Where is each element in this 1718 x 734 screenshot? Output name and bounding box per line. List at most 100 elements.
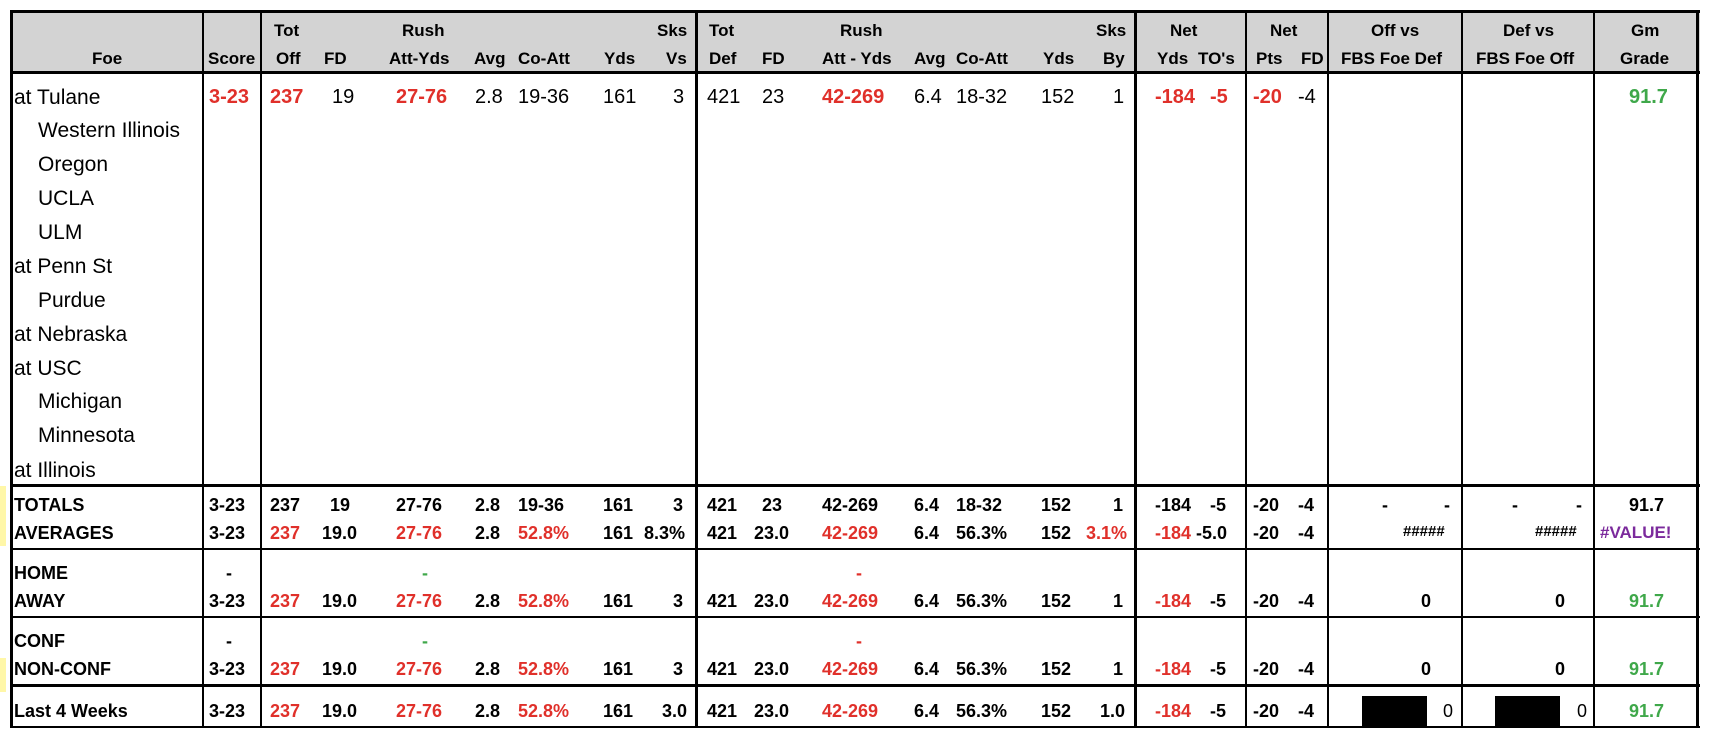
hdr-by: By [1103, 49, 1125, 68]
row-label: AVERAGES [14, 523, 114, 543]
hdr-net-fd: FD [1301, 49, 1324, 68]
cell-fd: 19.0 [322, 701, 358, 721]
cell-co-att: 52.8% [518, 523, 570, 543]
cell-score: 3-23 [209, 659, 246, 679]
cell-rush: - [422, 563, 428, 583]
cell-offvs: 0 [1443, 701, 1454, 721]
row-marker [0, 658, 6, 692]
cell-defvs: 0 [1555, 591, 1566, 611]
hdr-net-yds: Yds [1157, 49, 1189, 68]
cell-davg: 6.4 [914, 701, 940, 721]
opponent: Michigan [38, 390, 123, 413]
hdr-vs: Vs [666, 49, 687, 68]
hdr-dyds: Yds [1043, 49, 1075, 68]
cell-offvs: ##### [1403, 523, 1445, 540]
row-label: HOME [14, 563, 68, 583]
cell-defvs: 0 [1555, 659, 1566, 679]
hdr-co-att: Co-Att [518, 49, 570, 68]
cell-rush: 27-76 [396, 495, 443, 515]
cell-net-fd: -4 [1298, 659, 1315, 679]
cell-dyds: 152 [1041, 659, 1072, 679]
cell-defvs-a: - [1512, 495, 1518, 515]
cell-dyds: 152 [1041, 701, 1072, 721]
col-rule [695, 10, 698, 728]
table-row-last4: Last 4 Weeks 3-23 237 19.0 27-76 2.8 52.… [10, 702, 1700, 724]
opponent: Minnesota [38, 424, 135, 447]
cell-avg: 2.8 [475, 523, 501, 543]
cell-net-to: -5 [1210, 495, 1227, 515]
hdr-score: Score [208, 49, 256, 68]
cell-offvs: 0 [1421, 659, 1432, 679]
cell-score: 3-23 [209, 523, 246, 543]
cell-sks-by: 3.1% [1086, 523, 1128, 543]
cell-net-yds: -184 [1155, 659, 1192, 679]
table-row-game1: 3-23 237 19 27-76 2.8 19-36 161 3 421 23… [10, 87, 1700, 111]
col-rule [1134, 10, 1137, 728]
opponent: at Tulane [14, 86, 101, 109]
cell-net-to: -5 [1210, 659, 1227, 679]
opponent: ULM [38, 221, 83, 244]
cell-yds: 161 [603, 701, 634, 721]
cell-tot-off: 237 [270, 659, 301, 679]
cell-dfd: 23.0 [754, 523, 790, 543]
cell-net-yds: -184 [1155, 86, 1196, 108]
cell-defvs-b: - [1576, 495, 1582, 515]
cell-offvs: 0 [1421, 591, 1432, 611]
cell-dyds: 152 [1041, 495, 1072, 515]
opponent: at USC [14, 357, 82, 380]
cell-rush: - [422, 631, 428, 651]
row-label: NON-CONF [14, 659, 111, 679]
opponent: UCLA [38, 187, 95, 210]
cell-net-fd: -4 [1298, 523, 1315, 543]
cell-fd: 19.0 [322, 591, 358, 611]
opponent: Purdue [38, 289, 106, 312]
cell-tot-def: 421 [707, 495, 738, 515]
cell-tot-off: 237 [270, 495, 301, 515]
cell-yds: 161 [603, 523, 634, 543]
rule-header [10, 71, 1700, 74]
cell-dyds: 152 [1041, 591, 1072, 611]
hdr-davg: Avg [914, 49, 946, 68]
cell-drush: 42-269 [822, 495, 879, 515]
cell-score: 3-23 [209, 701, 246, 721]
rule-nonconf [10, 684, 1700, 687]
cell-co-att: 52.8% [518, 701, 570, 721]
row-label: CONF [14, 631, 65, 651]
cell-sks-by: 1 [1113, 591, 1124, 611]
hdr-def: Def [709, 49, 737, 68]
cell-avg: 2.8 [475, 86, 503, 108]
cell-tot-def: 421 [707, 591, 738, 611]
table-row-away: AWAY 3-23 237 19.0 27-76 2.8 52.8% 161 3… [10, 592, 1700, 614]
cell-net-pts: -20 [1253, 495, 1280, 515]
cell-rush: 27-76 [396, 701, 443, 721]
cell-davg: 6.4 [914, 495, 940, 515]
cell-rush: 27-76 [396, 523, 443, 543]
cell-drush: 42-269 [822, 701, 879, 721]
table-header: Foe Score Tot Off FD Rush Att-Yds Avg Co… [10, 10, 1700, 72]
cell-score: - [226, 563, 232, 583]
col-rule [202, 10, 204, 728]
cell-net-yds: -184 [1155, 591, 1192, 611]
cell-net-pts: -20 [1253, 659, 1280, 679]
cell-grade: #VALUE! [1600, 523, 1672, 542]
cell-dco-att: 56.3% [956, 701, 1008, 721]
hdr-off: Off [276, 49, 301, 68]
hdr-yds: Yds [604, 49, 636, 68]
cell-dco-att: 56.3% [956, 591, 1008, 611]
row-marker [0, 486, 6, 546]
hdr-dco-att: Co-Att [956, 49, 1008, 68]
cell-offvs-b: - [1444, 495, 1450, 515]
cell-sks-by: 1 [1113, 659, 1124, 679]
row-label: AWAY [14, 591, 66, 611]
cell-yds: 161 [603, 659, 634, 679]
cell-tot-def: 421 [707, 659, 738, 679]
cell-yds: 161 [603, 591, 634, 611]
cell-sks: 3.0 [662, 701, 688, 721]
hdr-foe: Foe [92, 49, 123, 68]
cell-dco-att: 18-32 [956, 495, 1003, 515]
hdr-fbs-foe-def: FBS Foe Def [1341, 49, 1443, 68]
opponent: Oregon [38, 153, 109, 176]
cell-sks-by: 1 [1113, 495, 1124, 515]
opponent: at Penn St [14, 255, 113, 278]
cell-grade: 91.7 [1629, 495, 1665, 515]
